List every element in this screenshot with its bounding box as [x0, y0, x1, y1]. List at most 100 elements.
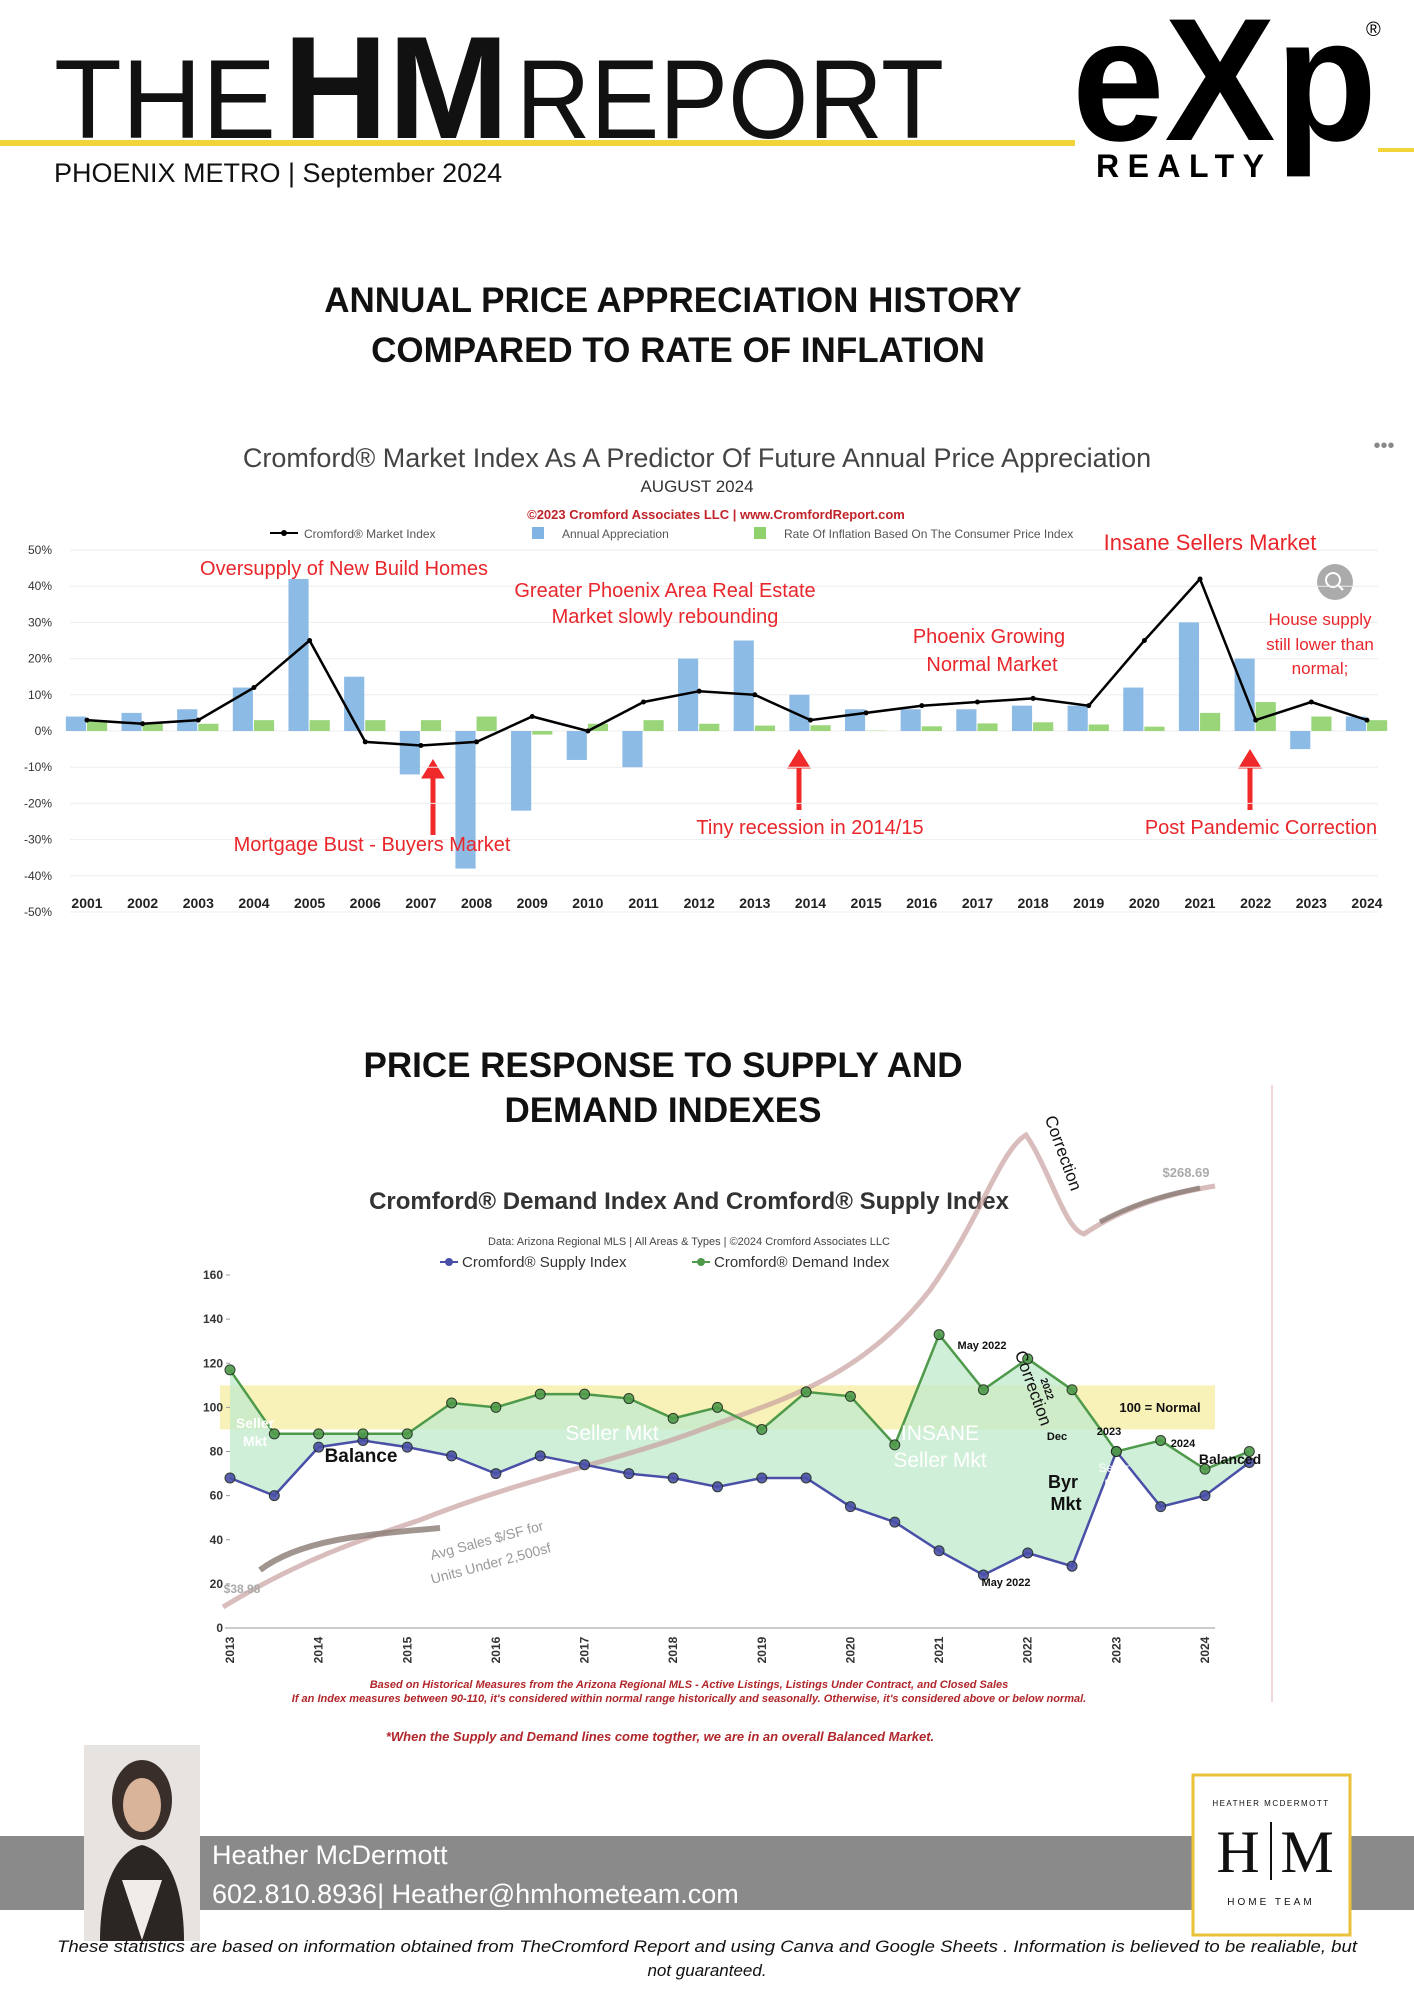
y-tick-label: -40% [24, 869, 52, 883]
annotation: Phoenix Growing [913, 626, 1065, 648]
y-tick-label: 40% [28, 579, 52, 593]
index-point [580, 1389, 590, 1399]
x-tick-label: 2003 [183, 895, 214, 911]
index-point [225, 1473, 235, 1483]
bar [956, 709, 976, 731]
x-tick-label: 2024 [1198, 1636, 1212, 1663]
annotation: 2023 [1097, 1426, 1121, 1438]
chart-source: Data: Arizona Regional MLS | All Areas &… [488, 1236, 890, 1248]
bar [755, 726, 775, 731]
index-point [585, 729, 590, 734]
y-tick-label: 60 [210, 1489, 224, 1503]
index-point [491, 1402, 501, 1412]
x-tick-label: 2014 [312, 1636, 326, 1663]
zoom-button[interactable] [1317, 564, 1353, 600]
menu-dots[interactable]: ••• [1373, 435, 1394, 457]
bar [901, 709, 921, 731]
y-tick-label: 30% [28, 615, 52, 629]
y-tick-label: -20% [24, 796, 52, 810]
x-tick-label: 2018 [1018, 895, 1049, 911]
index-point [713, 1482, 723, 1492]
index-point [845, 1502, 855, 1512]
x-tick-label: 2012 [684, 895, 715, 911]
x-tick-label: 2019 [755, 1636, 769, 1663]
y-tick-label: 140 [203, 1312, 223, 1326]
annotation: Post Pandemic Correction [1145, 817, 1377, 839]
trend-arrow [260, 1528, 440, 1570]
x-tick-label: 2022 [1240, 895, 1271, 911]
x-tick-label: 2016 [489, 1636, 503, 1663]
index-point [314, 1442, 324, 1452]
chart-subtitle: AUGUST 2024 [640, 477, 753, 496]
bar [1123, 688, 1143, 731]
index-point [978, 1385, 988, 1395]
index-point [752, 692, 757, 697]
x-tick-label: 2020 [1129, 895, 1160, 911]
index-point [1111, 1447, 1121, 1457]
x-tick-label: 2017 [578, 1636, 592, 1663]
agent-contact[interactable]: 602.810.8936| Heather@hmhometeam.com [212, 1879, 739, 1909]
legend-label: Annual Appreciation [562, 527, 669, 541]
chart-note: *When the Supply and Demand lines come t… [386, 1729, 934, 1744]
x-tick-label: 2002 [127, 895, 158, 911]
bar [1367, 720, 1387, 731]
bar [1179, 622, 1199, 731]
x-tick-label: 2015 [851, 895, 882, 911]
index-point [801, 1473, 811, 1483]
annotation: Seller [1099, 1461, 1130, 1475]
x-tick-label: 2019 [1073, 895, 1104, 911]
index-point [402, 1429, 412, 1439]
index-point [624, 1394, 634, 1404]
x-tick-label: 2022 [1021, 1636, 1035, 1663]
annotation: still lower than [1266, 635, 1374, 654]
index-point [530, 714, 535, 719]
bar [66, 717, 86, 731]
index-line [87, 579, 1367, 746]
header-rule-right [1378, 148, 1414, 152]
index-point [251, 685, 256, 690]
chart-title: Cromford® Market Index As A Predictor Of… [243, 443, 1151, 473]
header-subtitle: PHOENIX METRO | September 2024 [54, 158, 502, 188]
annotation: May 2022 [958, 1340, 1007, 1352]
index-point [1142, 638, 1147, 643]
title-the: THE [54, 37, 276, 162]
section-heading: PRICE RESPONSE TO SUPPLY AND [363, 1046, 962, 1085]
index-point [491, 1469, 501, 1479]
x-tick-label: 2006 [350, 895, 381, 911]
annotation: Insane Sellers Market [1104, 530, 1317, 555]
legend-swatch [445, 1258, 453, 1266]
bar [644, 720, 664, 731]
annotation: Dec [1047, 1431, 1067, 1443]
index-point [1309, 700, 1314, 705]
index-point [447, 1398, 457, 1408]
team-logo-bottom: HOME TEAM [1227, 1897, 1314, 1908]
x-tick-label: 2011 [628, 895, 659, 911]
x-tick-label: 2020 [843, 1636, 857, 1663]
annotation: 100 = Normal [1119, 1400, 1200, 1415]
agent-name: Heather McDermott [212, 1840, 448, 1870]
title-report: REPORT [516, 37, 944, 162]
bar [699, 724, 719, 731]
chart-note: Based on Historical Measures from the Ar… [370, 1679, 1009, 1691]
bar [198, 724, 218, 731]
annotation: Normal Market [926, 654, 1058, 676]
x-tick-label: 2008 [461, 895, 492, 911]
annotation: normal; [1292, 659, 1349, 678]
index-point [845, 1391, 855, 1401]
bar [810, 725, 830, 731]
x-tick-label: 2021 [932, 1636, 946, 1663]
y-tick-label: 80 [210, 1445, 224, 1459]
y-tick-label: 100 [203, 1400, 223, 1414]
annotation: Mkt [1051, 1494, 1082, 1514]
x-tick-label: 2007 [405, 895, 436, 911]
index-point [1365, 718, 1370, 723]
x-tick-label: 2023 [1109, 1636, 1123, 1663]
x-tick-label: 2024 [1351, 895, 1382, 911]
bar [1290, 731, 1310, 749]
annotation: Seller [236, 1415, 275, 1431]
index-point [1067, 1385, 1077, 1395]
index-point [890, 1517, 900, 1527]
title-hm: HM [283, 6, 509, 169]
